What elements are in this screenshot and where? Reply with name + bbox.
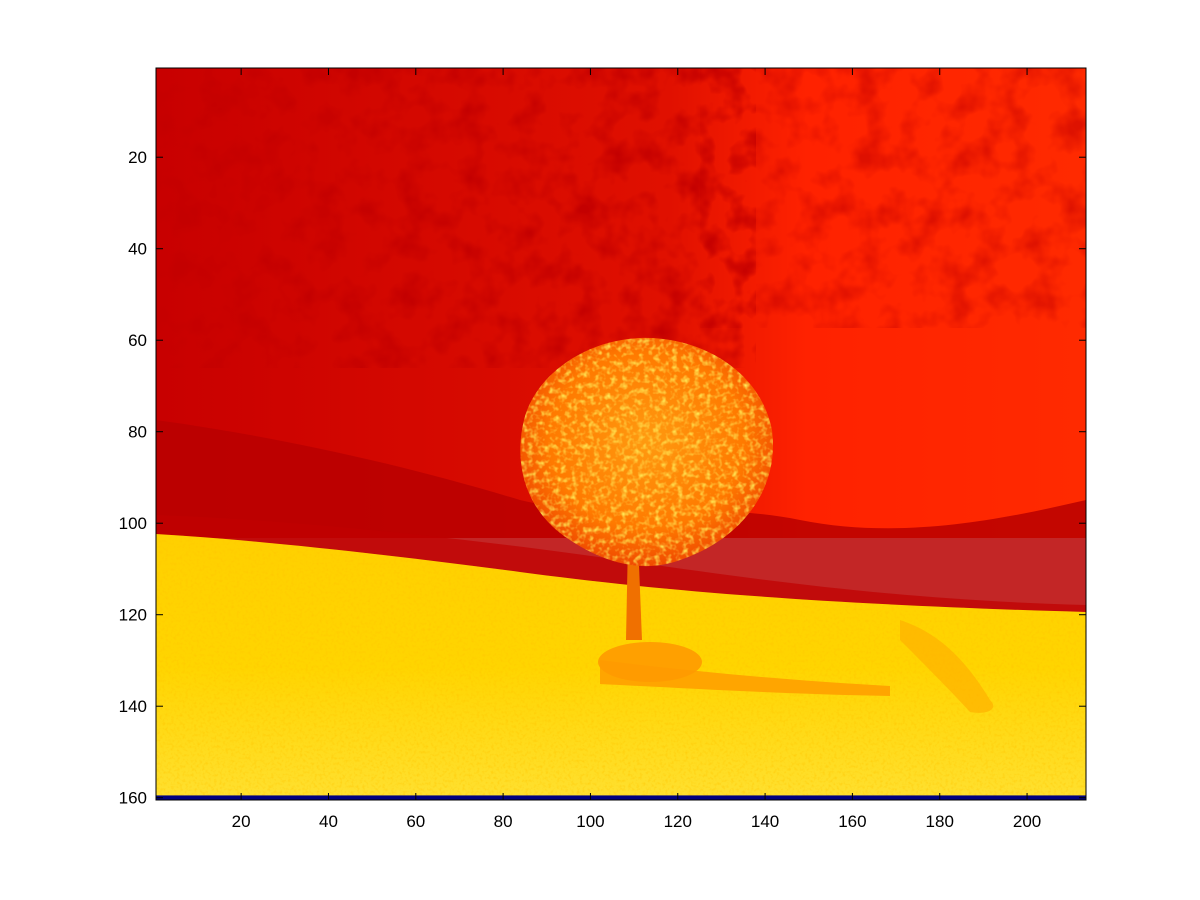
y-tick-label: 160 xyxy=(119,789,147,808)
y-tick-label: 40 xyxy=(128,240,147,259)
x-tick-label: 20 xyxy=(232,812,251,831)
x-tick-label: 60 xyxy=(406,812,425,831)
last-row-strip xyxy=(156,795,1086,800)
sky-mottling-right xyxy=(700,68,1086,328)
heatmap-image xyxy=(156,68,1086,800)
y-tick-label: 20 xyxy=(128,148,147,167)
far-object-right xyxy=(900,620,994,713)
x-tick-label: 100 xyxy=(576,812,604,831)
axis-tick-labels: 20 40 60 80 100 120 140 160 180 200 20 40 60 80 100 120… xyxy=(119,148,1042,831)
x-tick-label: 120 xyxy=(664,812,692,831)
y-tick-label: 120 xyxy=(119,606,147,625)
y-tick-label: 60 xyxy=(128,331,147,350)
x-tick-label: 160 xyxy=(838,812,866,831)
y-tick-label: 140 xyxy=(119,697,147,716)
last-row-band xyxy=(156,795,1086,800)
axes-frame xyxy=(155,67,1087,801)
x-tick-label: 200 xyxy=(1013,812,1041,831)
sky-mottling xyxy=(156,68,756,368)
tree-base xyxy=(598,642,702,682)
axis-ticks xyxy=(156,68,1086,800)
y-tick-label: 100 xyxy=(119,514,147,533)
y-tick-label: 80 xyxy=(128,423,147,442)
x-tick-label: 80 xyxy=(494,812,513,831)
x-tick-label: 40 xyxy=(319,812,338,831)
tree-crown-speckle xyxy=(520,337,774,567)
x-tick-label: 140 xyxy=(751,812,779,831)
x-tick-label: 180 xyxy=(926,812,954,831)
